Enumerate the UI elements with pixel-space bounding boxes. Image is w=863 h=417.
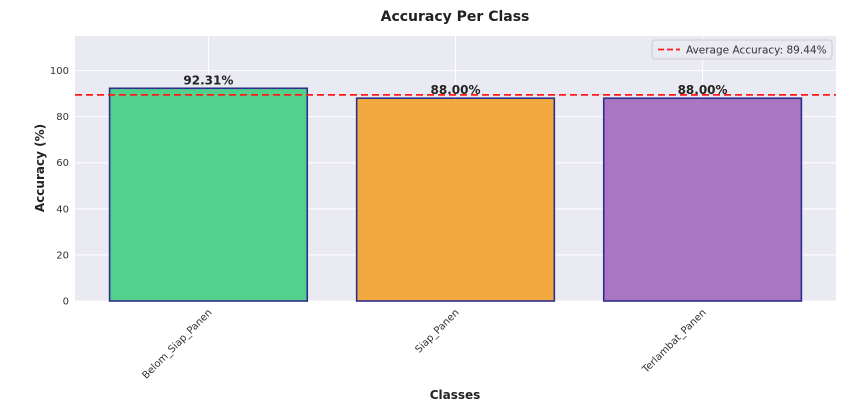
x-tick-label: Belom_Siap_Panen [140,307,214,381]
y-axis-label: Accuracy (%) [33,124,47,212]
chart-title: Accuracy Per Class [381,9,530,25]
x-axis-label: Classes [430,388,481,402]
legend-box [651,39,833,60]
y-tick-label: 20 [56,250,69,261]
y-tick-label: 40 [56,204,69,215]
y-tick-label: 100 [50,66,69,77]
legend: Average Accuracy: 89.44% [651,39,833,60]
y-tick-label: 80 [56,112,69,123]
x-tick-label: Siap_Panen [413,307,461,355]
y-tick-label: 0 [63,297,69,308]
data-label: 88.00% [678,83,728,97]
data-label: 92.31% [183,73,233,87]
bar-siap_panen [355,97,556,302]
data-label: 88.00% [431,83,481,97]
x-tick-label: Terlambat_Panen [640,307,709,376]
bar-belom_siap_panen [108,87,309,302]
legend-label: Average Accuracy: 89.44% [686,45,827,57]
y-tick-label: 60 [56,158,69,169]
bar-terlambat_panen [602,97,803,302]
